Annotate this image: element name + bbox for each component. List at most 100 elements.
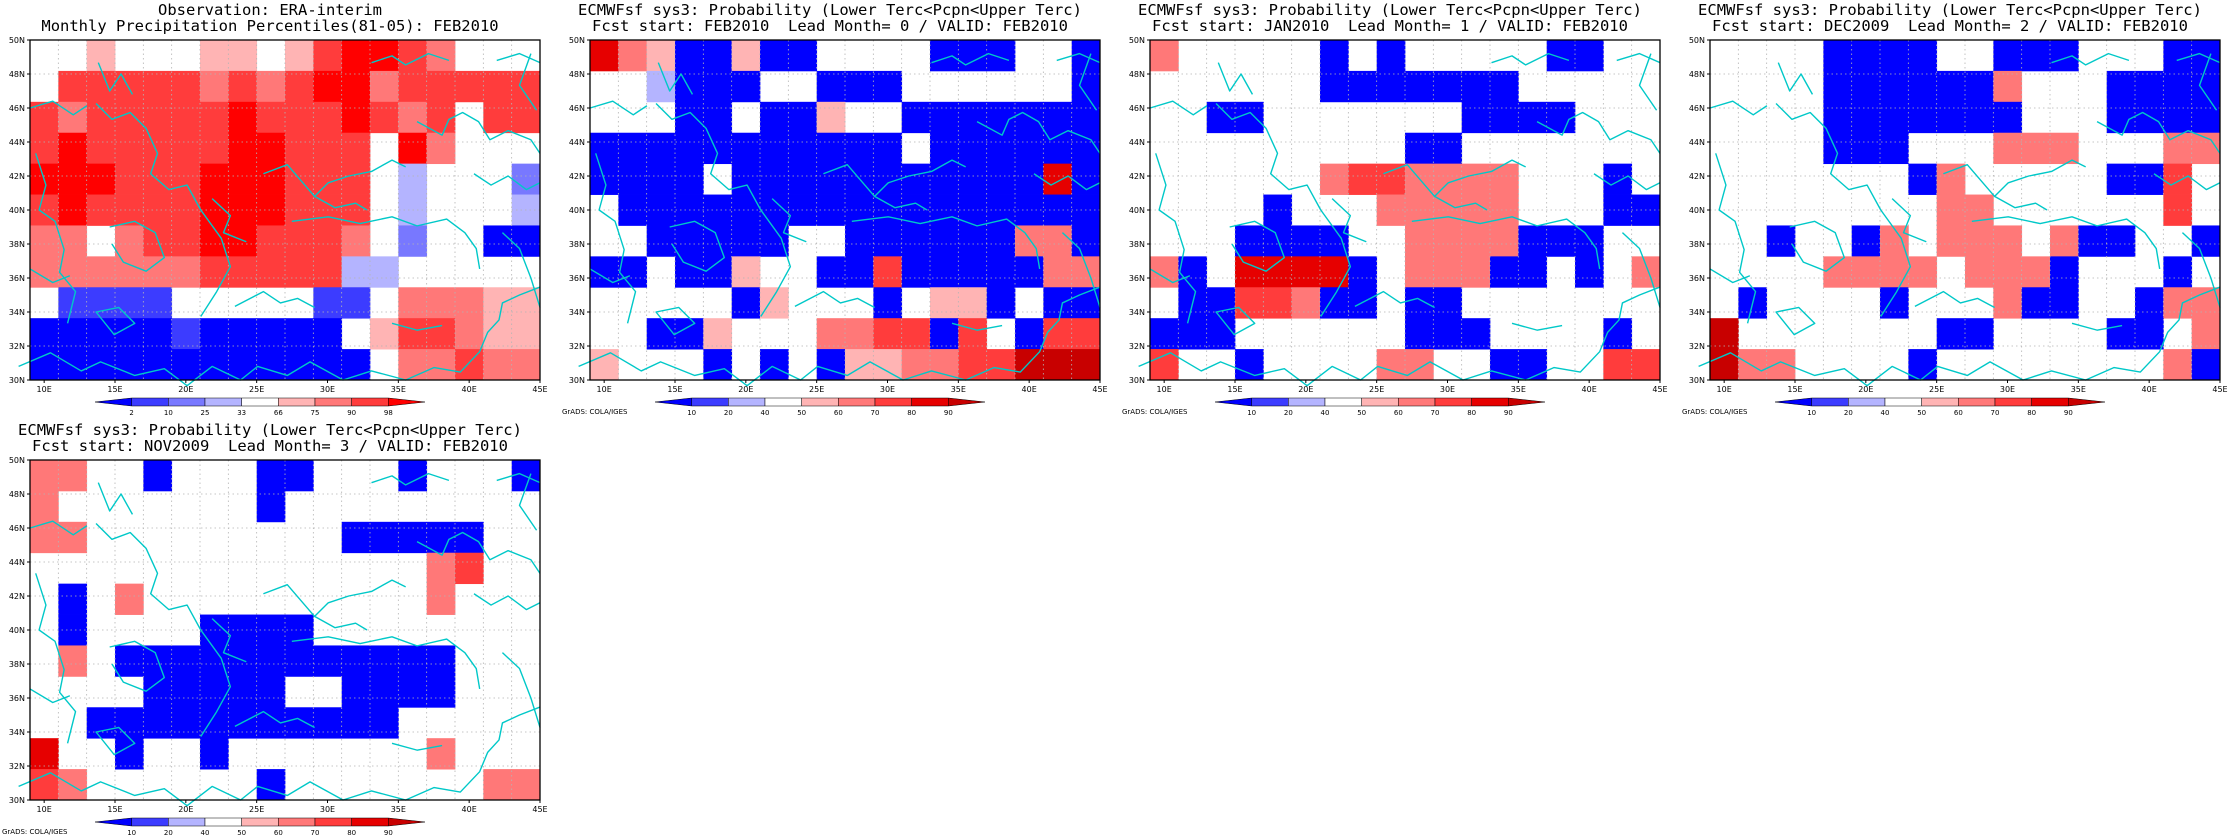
coastline — [771, 198, 807, 243]
grid-cell — [115, 738, 144, 770]
x-tick-label: 10E — [1717, 385, 1732, 394]
grid-cell — [256, 349, 286, 381]
grid-cell — [171, 256, 201, 288]
grid-cell — [228, 676, 258, 708]
grid-cell — [845, 318, 874, 350]
grid-cell — [901, 163, 931, 195]
colorbar-swatch — [388, 397, 426, 407]
x-tick-label: 35E — [391, 385, 406, 394]
grid-cell — [228, 349, 258, 381]
grid-cell — [2163, 163, 2193, 195]
grid-cell — [398, 521, 428, 554]
grid-cell — [1851, 101, 1881, 134]
grid-cell — [1603, 318, 1633, 350]
grid-cell — [986, 101, 1016, 134]
colorbar-label: 60 — [274, 829, 283, 837]
grid-cell — [1880, 287, 1909, 319]
grid-cell — [455, 287, 484, 319]
colorbar-label: 80 — [347, 829, 356, 837]
grid-cell — [115, 349, 144, 381]
colorbar-label: 33 — [237, 409, 246, 417]
grid-cell — [58, 521, 88, 554]
grid-cell — [256, 101, 286, 134]
colorbar-legend: 2 10 25 33 66 75 90 98 — [94, 397, 426, 417]
coastline — [518, 53, 538, 111]
grid-cell — [313, 101, 343, 134]
coastline — [823, 159, 966, 198]
grid-cell — [2106, 101, 2136, 134]
grid-cell — [285, 318, 314, 350]
colorbar-swatch — [351, 817, 389, 827]
grid-cell — [675, 225, 704, 257]
grid-cell — [171, 318, 201, 350]
colorbar-swatch — [1958, 397, 1996, 407]
grid-cell — [1405, 256, 1434, 288]
grid-cell — [58, 583, 88, 615]
grid-cell — [1405, 132, 1434, 165]
grid-cell — [426, 40, 456, 72]
y-tick-label: 42N — [1689, 172, 1705, 181]
grid-cell — [930, 132, 959, 165]
grid-cell — [1823, 70, 1853, 103]
colorbar-label: 10 — [127, 829, 136, 837]
grid-cell — [58, 194, 88, 226]
grid-cell — [341, 521, 371, 554]
grid-cell — [1936, 101, 1966, 134]
grid-cell — [845, 256, 874, 288]
precip-cells — [590, 40, 1101, 381]
coastline — [589, 100, 648, 116]
y-tick-label: 40N — [569, 206, 585, 215]
panel-subtitle: Fcst start: NOV2009 Lead Month= 3 / VALI… — [32, 437, 508, 455]
grid-cell — [2191, 318, 2221, 350]
grid-cell — [930, 287, 959, 319]
grid-cell — [285, 645, 314, 677]
coastline — [657, 62, 694, 95]
grid-cell — [256, 256, 286, 288]
colorbar-swatch — [2068, 397, 2106, 407]
grid-cell — [816, 349, 846, 381]
colorbar-label: 70 — [1431, 409, 1440, 417]
grid-cell — [816, 70, 846, 103]
colorbar-label: 40 — [1321, 409, 1330, 417]
coastline — [1217, 62, 1254, 95]
y-tick-label: 30N — [9, 376, 25, 385]
grid-cell — [313, 225, 343, 257]
colorbar-label: 10 — [1807, 409, 1816, 417]
grid-cell — [1490, 225, 1519, 257]
y-tick-label: 34N — [9, 728, 25, 737]
grid-cell — [590, 132, 619, 165]
grid-cell — [986, 225, 1016, 257]
grid-cell — [341, 225, 371, 257]
y-tick-label: 40N — [9, 626, 25, 635]
grid-cell — [426, 70, 456, 103]
grid-cell — [901, 225, 931, 257]
grid-cell — [398, 287, 428, 319]
grid-cell — [58, 256, 88, 288]
grid-cell — [1546, 101, 1576, 134]
grid-cell — [958, 132, 988, 165]
grid-cell — [143, 676, 173, 708]
grid-cell — [1710, 318, 1739, 350]
x-tick-label: 10E — [37, 385, 52, 394]
colorbar-label: 10 — [1247, 409, 1256, 417]
y-tick-label: 30N — [569, 376, 585, 385]
grid-cell — [115, 132, 144, 165]
grid-cell — [30, 318, 59, 350]
grid-cell — [1851, 256, 1881, 288]
grid-cell — [483, 287, 513, 319]
grid-cell — [86, 256, 116, 288]
grid-cell — [455, 318, 484, 350]
grid-cell — [1965, 101, 1994, 134]
coastline — [1149, 100, 1208, 116]
coastline — [669, 220, 726, 272]
y-tick-label: 42N — [1129, 172, 1145, 181]
grid-cell — [313, 256, 343, 288]
colorbar-label: 90 — [2064, 409, 2073, 417]
grid-cell — [1433, 225, 1463, 257]
y-tick-label: 32N — [1689, 342, 1705, 351]
grid-cell — [1405, 225, 1434, 257]
grid-cell — [455, 70, 484, 103]
colorbar-label: 75 — [311, 409, 320, 417]
grid-cell — [58, 460, 88, 492]
panel-forecast-lead2: ECMWFsf sys3: Probability (Lower Terc<Pc… — [1680, 0, 2240, 420]
